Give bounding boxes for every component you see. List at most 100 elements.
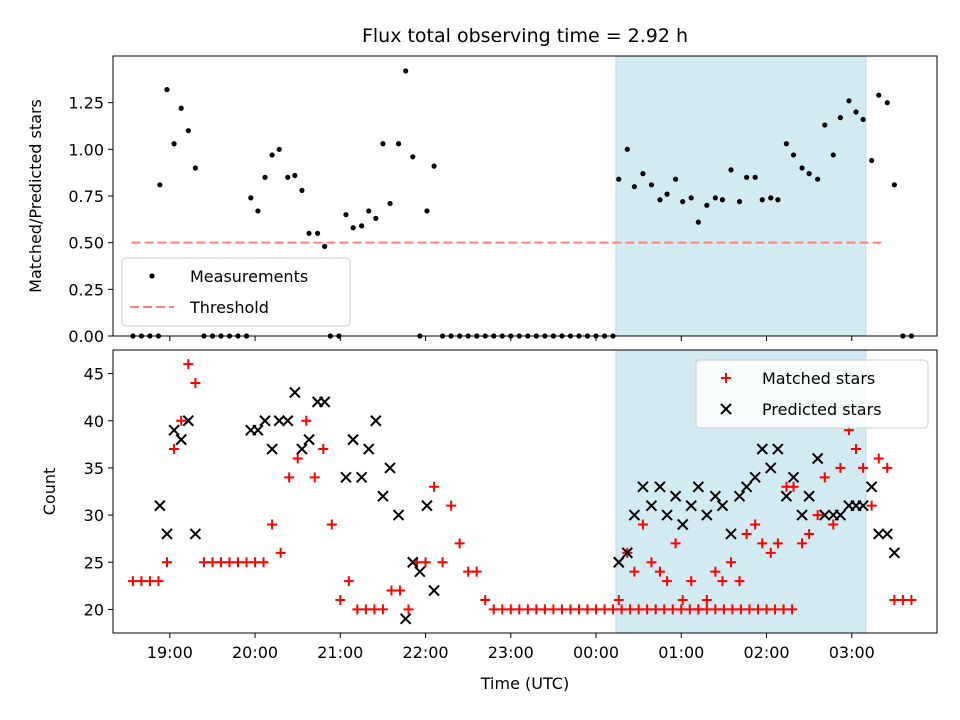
measurement-point [276, 146, 282, 152]
matched-point [514, 604, 525, 615]
matched-point [292, 453, 303, 464]
matched-point [301, 415, 312, 426]
predicted-point [168, 424, 180, 436]
matched-point [686, 576, 697, 587]
measurement-point [395, 141, 402, 147]
predicted-point [303, 433, 315, 446]
x-tick-label: 00:00 [573, 643, 619, 662]
predicted-point [881, 528, 893, 540]
matched-point [233, 557, 244, 568]
predicted-point [175, 433, 187, 446]
matched-point [772, 538, 783, 549]
measurement-point [192, 165, 198, 171]
y-tick-label: 0.00 [68, 327, 104, 346]
predicted-point [421, 499, 433, 512]
y-tick-label: 1.25 [68, 94, 104, 113]
matched-point [386, 585, 397, 596]
predicted-point [628, 509, 641, 521]
predicted-point [873, 528, 885, 540]
measurement-point [431, 163, 437, 169]
matched-point [275, 547, 286, 558]
matched-point [335, 594, 346, 605]
matched-point [629, 566, 640, 577]
matched-point [591, 604, 602, 615]
measurement-point [366, 208, 372, 214]
legend: Measurements Threshold [121, 257, 351, 327]
predicted-point [613, 556, 625, 568]
y-tick-label: 0.75 [68, 187, 104, 206]
matched-point [446, 500, 457, 511]
measurement-point [403, 68, 409, 74]
measurement-point [815, 176, 821, 182]
measurement-point [299, 187, 305, 193]
measurement-point [712, 195, 718, 201]
predicted-point [154, 499, 166, 512]
matched-point [750, 519, 761, 530]
matched-point [488, 604, 499, 615]
matched-point [727, 604, 738, 615]
matched-point [480, 594, 491, 605]
measurement-point [157, 182, 163, 188]
matched-point [625, 604, 636, 615]
measurement-point [672, 176, 679, 182]
measurement-point [736, 199, 743, 205]
measurement-point [306, 230, 312, 236]
matched-point [144, 576, 155, 587]
matched-point [136, 576, 147, 587]
matched-point [734, 576, 745, 587]
predicted-point [347, 433, 359, 446]
matched-point [258, 557, 269, 568]
matched-point [701, 594, 712, 605]
matched-point [161, 557, 172, 568]
matched-point [906, 594, 917, 605]
measurement-point [616, 176, 622, 182]
matched-point [788, 481, 799, 492]
predicted-point [377, 490, 389, 502]
matched-point [207, 557, 218, 568]
predicted-point [266, 443, 278, 455]
matched-point [676, 604, 687, 615]
legend-matched-marker [721, 373, 731, 383]
matched-point [284, 472, 295, 483]
matched-point [420, 557, 431, 568]
y-tick-label: 40 [84, 412, 104, 431]
predicted-point [834, 509, 847, 521]
x-tick-label: 21:00 [317, 643, 363, 662]
measurement-point [269, 152, 275, 158]
matched-point [531, 604, 542, 615]
x-tick-label: 01:00 [658, 643, 704, 662]
measurement-point [869, 157, 875, 164]
series-predicted-stars [154, 386, 901, 625]
predicted-point [669, 490, 682, 502]
predicted-point [756, 443, 768, 455]
measurement-point [846, 98, 852, 104]
measurement-point [695, 219, 701, 225]
ratio-panel: 0.00 0.25 0.50 0.75 1.00 1.25 Matched/Predicte… [26, 55, 938, 346]
y-tick-label: 45 [84, 365, 104, 384]
matched-point [726, 557, 736, 568]
matched-point [797, 538, 808, 549]
matched-point [309, 472, 320, 483]
predicted-point [796, 509, 808, 521]
measurement-point [322, 243, 328, 249]
measurement-point [688, 195, 694, 201]
measurement-point [822, 122, 828, 128]
predicted-point [645, 499, 658, 512]
predicted-point [803, 490, 815, 502]
predicted-point [621, 547, 633, 559]
predicted-point [189, 528, 202, 540]
measurement-point [799, 165, 805, 171]
predicted-point [399, 613, 412, 625]
predicted-point [340, 471, 352, 484]
matched-point [352, 604, 363, 615]
matched-point [127, 576, 138, 587]
predicted-point [888, 547, 901, 559]
predicted-point [716, 499, 729, 512]
measurement-point [884, 100, 890, 106]
matched-point [889, 594, 900, 605]
measurement-point [790, 152, 797, 158]
matched-point [858, 462, 869, 473]
matched-point [670, 538, 681, 549]
measurement-point [891, 182, 897, 188]
